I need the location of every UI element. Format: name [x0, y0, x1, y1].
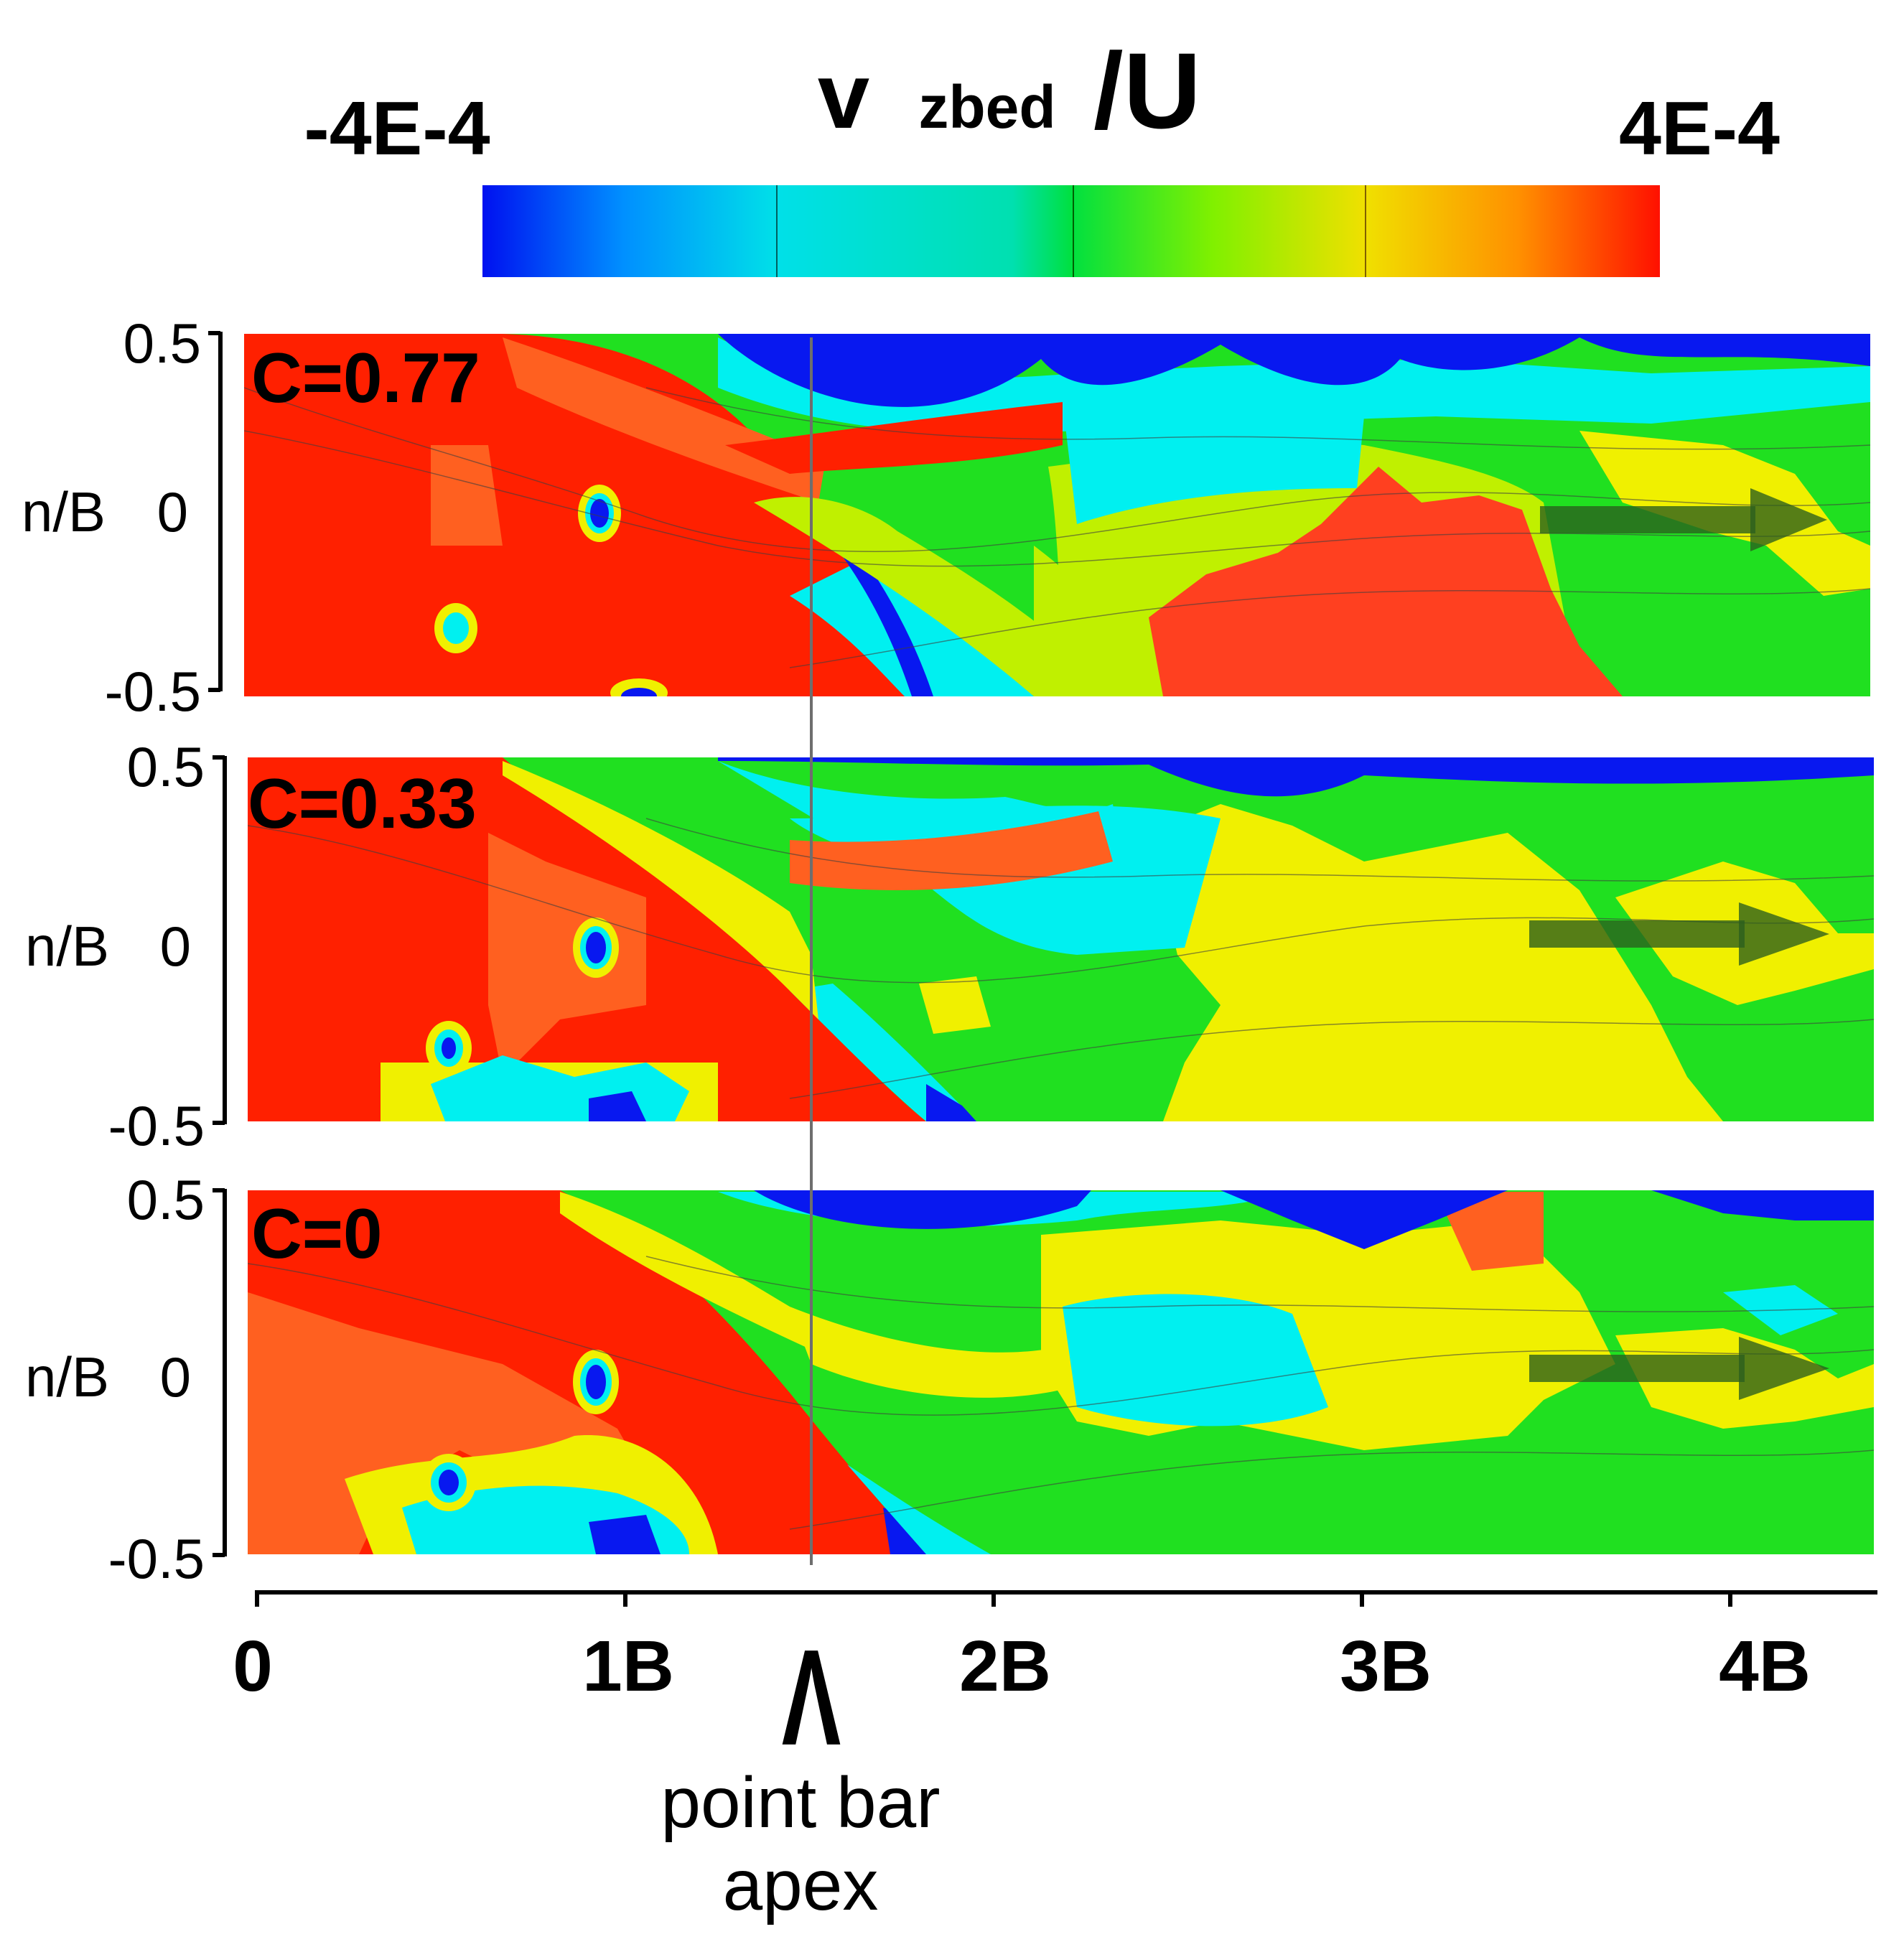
colorbar-title-main: v — [818, 43, 869, 148]
ytick-c0--0.5: -0.5 — [108, 1527, 205, 1590]
ytick-c077-0: 0 — [157, 480, 188, 543]
y-axis-c0: 0.5 0 -0.5 n/B — [25, 1168, 227, 1590]
xtick-label-4: 4B — [1719, 1626, 1811, 1706]
apex-annotation: Λ point bar apex — [661, 1621, 940, 1925]
panel-label-c033: C=0.33 — [248, 764, 477, 843]
ylabel-c0: n/B — [25, 1345, 109, 1409]
apex-label-line1: point bar — [661, 1762, 940, 1843]
ylabel-c033: n/B — [25, 915, 109, 978]
flow-arrowhead-c077 — [1750, 488, 1827, 551]
colorbar-min-label: -4E-4 — [304, 86, 490, 171]
ytick-c033--0.5: -0.5 — [108, 1094, 205, 1157]
colorbar-title-div: /U — [1093, 30, 1201, 151]
colorbar-title-sub: zbed — [918, 73, 1055, 141]
ytick-c033-0: 0 — [160, 915, 191, 978]
xtick-label-3: 3B — [1340, 1626, 1432, 1706]
flow-arrow-c077 — [1540, 506, 1755, 533]
panel-c0: C=0 0.5 0 -0.5 n/B — [25, 1168, 1874, 1590]
ytick-c077--0.5: -0.5 — [105, 660, 201, 723]
flow-arrow-c033 — [1529, 920, 1745, 948]
apex-label-line2: apex — [723, 1845, 879, 1925]
x-axis: 0 1B 2B 3B 4B — [233, 1590, 1877, 1706]
ytick-c0-0.5: 0.5 — [127, 1168, 205, 1231]
colorbar: -4E-4 4E-4 v zbed /U — [304, 30, 1780, 277]
colorbar-gradient — [482, 185, 1660, 277]
xtick-label-0: 0 — [233, 1626, 273, 1706]
ylabel-c077: n/B — [22, 480, 106, 543]
y-axis-c033: 0.5 0 -0.5 n/B — [25, 735, 227, 1157]
colorbar-max-label: 4E-4 — [1619, 86, 1780, 171]
ytick-c077-0.5: 0.5 — [123, 312, 201, 375]
xtick-label-1: 1B — [582, 1626, 674, 1706]
panel-label-c077: C=0.77 — [251, 338, 480, 417]
flow-arrowhead-c033 — [1739, 902, 1829, 966]
xtick-label-2: 2B — [959, 1626, 1051, 1706]
ytick-c0-0: 0 — [160, 1345, 191, 1409]
panel-c033: C=0.33 0.5 0 -0.5 n/B — [25, 735, 1874, 1157]
ytick-c033-0.5: 0.5 — [127, 735, 205, 798]
apex-caret: Λ — [782, 1621, 841, 1773]
flow-arrow-c0 — [1529, 1355, 1745, 1382]
panel-label-c0: C=0 — [251, 1194, 383, 1273]
panel-c077: C=0.77 0.5 0 -0.5 n/B — [22, 312, 1870, 723]
y-axis-c077: 0.5 0 -0.5 n/B — [22, 312, 223, 723]
flow-arrowhead-c0 — [1739, 1337, 1829, 1400]
